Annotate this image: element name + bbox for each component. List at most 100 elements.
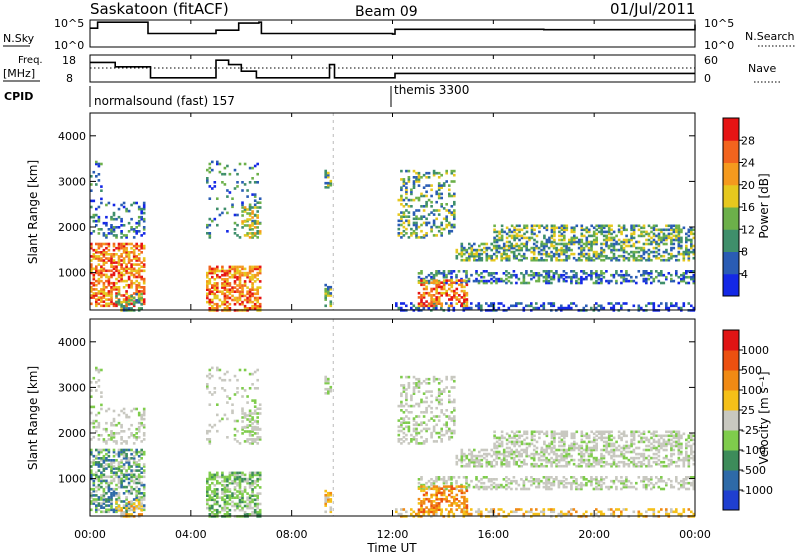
velocity-cell: [547, 479, 551, 483]
power-cell: [665, 228, 668, 232]
power-cell: [537, 252, 541, 256]
power-cell: [530, 224, 534, 228]
velocity-cell: [537, 512, 541, 516]
velocity-cell: [542, 476, 546, 479]
velocity-cell: [211, 513, 214, 516]
velocity-cell: [420, 483, 423, 487]
velocity-cell: [206, 494, 209, 497]
velocity-cell: [622, 464, 626, 468]
power-cell: [135, 263, 138, 266]
power-cell: [685, 238, 688, 242]
power-cell: [228, 290, 232, 293]
velocity-cell: [545, 485, 548, 489]
velocity-cell: [102, 479, 106, 483]
velocity-cell: [122, 475, 126, 479]
velocity-cell: [495, 452, 498, 456]
power-cell: [107, 292, 111, 295]
velocity-cell: [208, 475, 212, 479]
power-cell: [557, 248, 561, 252]
power-cell: [642, 242, 646, 246]
power-cell: [238, 269, 242, 273]
power-cell: [238, 290, 242, 293]
velocity-cell: [565, 430, 569, 434]
velocity-cell: [547, 485, 551, 489]
velocity-cell: [95, 461, 98, 464]
power-cell: [540, 258, 543, 262]
velocity-cell: [562, 450, 566, 454]
velocity-cell: [647, 464, 651, 468]
velocity-cell: [95, 389, 98, 392]
velocity-cell: [563, 442, 566, 446]
velocity-cell: [515, 462, 518, 466]
power-cell: [246, 219, 249, 223]
velocity-cell: [90, 496, 93, 499]
velocity-cell: [112, 448, 116, 452]
velocity-cell: [112, 471, 116, 474]
velocity-cell: [236, 475, 239, 479]
y-tick-label: 3000: [58, 175, 86, 188]
velocity-cell: [470, 452, 474, 456]
velocity-cell: [258, 428, 262, 431]
power-cell: [535, 258, 538, 262]
power-cell: [100, 228, 103, 231]
velocity-cell: [537, 479, 541, 483]
velocity-cell: [246, 424, 249, 427]
velocity-cell: [615, 462, 618, 466]
velocity-cell: [520, 440, 524, 444]
power-cell: [550, 224, 554, 228]
power-cell: [216, 223, 219, 227]
power-cell: [142, 281, 146, 285]
power-cell: [645, 258, 648, 262]
velocity-cell: [520, 464, 523, 468]
power-cell: [565, 246, 568, 250]
velocity-cell: [231, 479, 234, 483]
power-cell: [545, 273, 548, 277]
power-cell: [627, 252, 631, 256]
power-cell: [432, 281, 436, 284]
power-cell: [490, 272, 493, 275]
power-cell: [251, 286, 254, 289]
power-cell: [458, 252, 461, 256]
power-cell: [120, 259, 123, 262]
power-cell: [580, 270, 583, 273]
velocity-cell: [256, 494, 259, 497]
power-cell: [127, 221, 131, 225]
power-cell: [518, 228, 521, 232]
velocity-cell: [550, 476, 553, 479]
velocity-cell: [327, 381, 330, 385]
power-cell: [448, 229, 451, 233]
power-cell: [420, 176, 423, 179]
power-cell: [532, 256, 536, 260]
power-cell: [135, 201, 138, 205]
power-cell: [102, 263, 106, 266]
power-cell: [525, 248, 528, 252]
velocity-cell: [92, 436, 96, 439]
power-cell: [482, 270, 486, 273]
velocity-cell: [617, 464, 621, 468]
power-cell: [405, 209, 408, 212]
power-cell: [248, 214, 252, 217]
power-cell: [130, 302, 133, 306]
power-cell: [583, 234, 586, 238]
velocity-cell: [500, 458, 503, 462]
velocity-cell: [256, 368, 259, 372]
power-cell: [206, 223, 209, 227]
power-cell: [107, 281, 111, 285]
velocity-cell: [206, 498, 209, 502]
power-cell: [647, 302, 651, 305]
velocity-cell: [480, 478, 483, 481]
power-cell: [520, 248, 523, 252]
power-cell: [508, 228, 511, 232]
velocity-cell: [507, 452, 511, 456]
power-cell: [622, 277, 626, 281]
power-cell: [137, 269, 141, 273]
velocity-cell: [655, 460, 658, 464]
velocity-cell: [211, 366, 214, 370]
power-cell: [256, 267, 259, 271]
power-cell: [430, 184, 433, 187]
power-cell: [412, 223, 416, 227]
power-cell: [573, 238, 576, 242]
velocity-cell: [620, 512, 623, 516]
power-cell: [677, 234, 681, 238]
power-cell: [547, 272, 551, 275]
